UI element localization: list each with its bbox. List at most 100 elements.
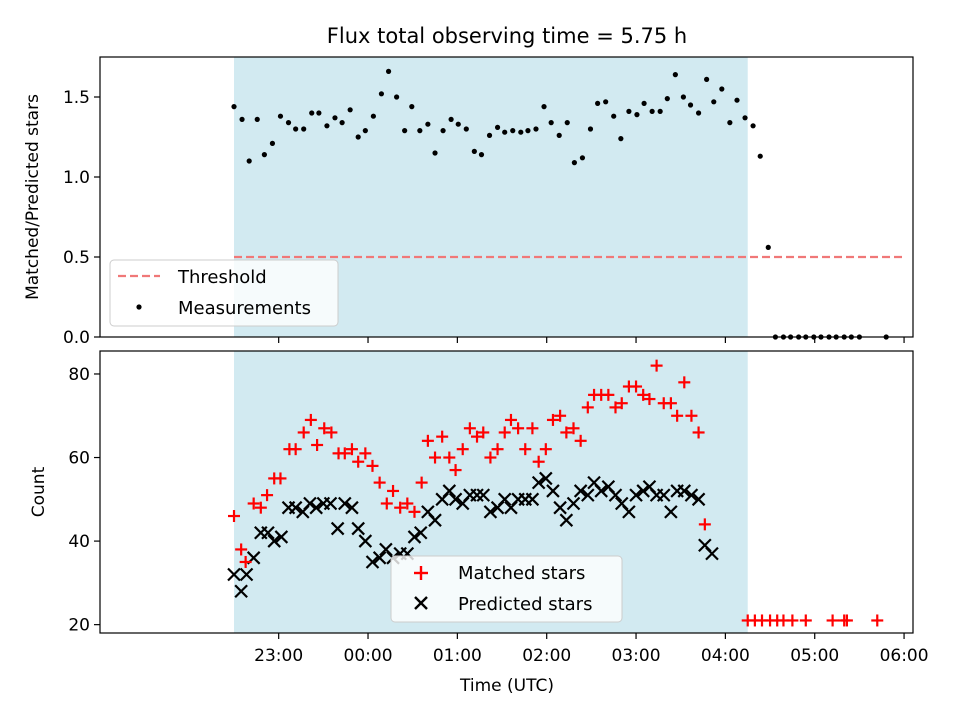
- y-tick-label: 0.0: [63, 328, 90, 348]
- measurement-point: [324, 123, 330, 129]
- predicted-point: [531, 475, 546, 490]
- measurement-point: [417, 128, 423, 134]
- measurement-point: [231, 104, 237, 110]
- matched-point: [311, 439, 324, 451]
- top-y-axis-label: Matched/Predicted stars: [23, 94, 43, 300]
- top-panel: 0.0 0.5 1.0 1.5 Matched/Predicted stars Thr…: [23, 56, 914, 348]
- bottom-panel: 20 40 60 80 Count Matched stars Predicted s…: [29, 350, 914, 639]
- predicted-point: [274, 530, 289, 544]
- measurement-point: [750, 123, 756, 129]
- matched-point: [840, 614, 853, 627]
- predicted-point: [407, 530, 422, 544]
- measurement-point: [339, 120, 345, 126]
- predicted-point: [664, 505, 678, 519]
- predicted-point: [288, 500, 303, 515]
- measurement-point: [246, 158, 252, 164]
- measurement-point: [378, 91, 385, 97]
- measurement-point: [564, 120, 570, 126]
- matched-point: [318, 422, 331, 435]
- predicted-point: [358, 534, 373, 548]
- predicted-point: [372, 551, 387, 565]
- predicted-point: [525, 492, 540, 507]
- matched-point: [401, 497, 414, 510]
- matched-point: [664, 397, 677, 410]
- measurement-point: [494, 124, 501, 130]
- matched-point: [602, 388, 615, 401]
- bottom-x-ticks: [278, 633, 905, 639]
- matched-point: [650, 359, 663, 372]
- x-tick-label: 04:00: [701, 646, 750, 666]
- matched-point: [546, 413, 559, 426]
- measurement-point: [309, 110, 315, 116]
- top-x-ticks: [278, 337, 905, 343]
- x-tick-label: 06:00: [880, 646, 929, 666]
- matched-point: [289, 443, 302, 456]
- measurement-point: [385, 68, 392, 74]
- x-tick-label: 03:00: [612, 646, 661, 666]
- matched-point: [567, 422, 580, 435]
- predicted-point: [497, 492, 512, 507]
- matched-points: [228, 359, 884, 627]
- predicted-point: [566, 496, 581, 511]
- predicted-point: [594, 484, 608, 498]
- predicted-point: [705, 546, 719, 561]
- x-tick-label: 01:00: [433, 646, 482, 666]
- matched-point: [456, 443, 469, 456]
- measurement-point: [641, 100, 647, 106]
- measurement-point: [277, 113, 284, 119]
- measurement-point: [611, 113, 617, 119]
- matched-point: [519, 443, 532, 456]
- measurement-point: [332, 115, 338, 121]
- predicted-point: [622, 505, 636, 519]
- matched-point: [261, 489, 274, 502]
- matched-point: [560, 426, 573, 439]
- matched-point: [366, 459, 379, 472]
- matched-point: [443, 451, 456, 464]
- matched-point: [394, 501, 407, 514]
- measurement-point: [727, 120, 733, 126]
- predicted-point: [581, 488, 595, 502]
- matched-point: [630, 380, 643, 393]
- measurement-point: [687, 102, 694, 108]
- matched-point: [380, 497, 393, 510]
- predicted-point: [234, 584, 248, 599]
- y-tick-label: 40: [68, 532, 90, 552]
- measurement-point: [293, 126, 299, 132]
- measurement-point: [362, 128, 368, 134]
- measurement-point: [402, 128, 408, 134]
- matched-point: [471, 430, 484, 443]
- measurement-point: [471, 148, 477, 154]
- measurement-point: [657, 108, 663, 114]
- measurement-point: [618, 136, 624, 142]
- bottom-y-ticks: 20 40 60 80: [68, 365, 100, 636]
- measurement-point: [463, 126, 469, 132]
- matched-point: [574, 434, 587, 447]
- matched-point: [387, 484, 400, 497]
- matched-point: [297, 426, 310, 439]
- predicted-point: [691, 492, 706, 507]
- measurement-point: [704, 76, 710, 82]
- predicted-point: [559, 513, 574, 527]
- bottom-legend: Matched stars Predicted stars: [390, 555, 623, 623]
- measurement-point: [734, 97, 740, 103]
- legend-matched-swatch: [414, 566, 428, 580]
- legend-predicted-swatch: [414, 596, 428, 610]
- predicted-point: [351, 521, 365, 536]
- measurement-point: [603, 99, 609, 105]
- matched-point: [637, 388, 650, 401]
- measurement-point: [742, 115, 748, 121]
- predicted-point: [608, 488, 623, 502]
- matched-point: [325, 426, 338, 439]
- measurement-point: [478, 152, 485, 158]
- matched-point: [498, 426, 511, 439]
- predicted-point: [539, 471, 553, 486]
- measurement-point: [254, 116, 260, 122]
- measurement-point: [634, 112, 640, 118]
- matched-point: [678, 376, 691, 389]
- matched-point: [247, 497, 260, 510]
- predicted-point: [483, 505, 498, 519]
- bottom-legend-box: [390, 555, 623, 623]
- x-tick-label: 02:00: [522, 646, 571, 666]
- measurement-point: [370, 113, 376, 119]
- measurement-point: [347, 107, 353, 113]
